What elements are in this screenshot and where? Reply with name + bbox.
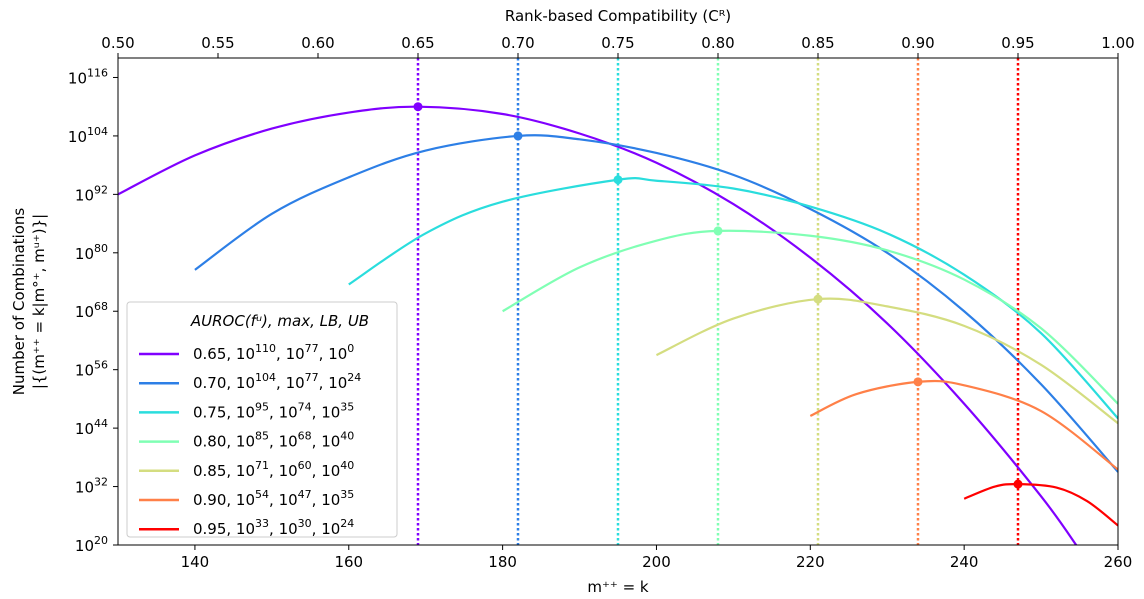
y-axis-label-line1: Number of Combinations: [10, 208, 28, 396]
top-tick-label-0.95: 0.95: [1001, 34, 1034, 52]
x-axis-label: m⁺⁺ = k: [587, 578, 649, 596]
legend: AUROC(fᵘ), max, LB, UB 0.65, 10110, 1077…: [126, 301, 398, 538]
curve-075: [348, 177, 1118, 420]
x-tick-label-240: 240: [950, 553, 979, 571]
series-curves: [118, 105, 1118, 545]
top-x-axis: 0.50 0.55 0.60 0.65 0.70 0.75 0.80 0.85 0.90 0.95…: [101, 34, 1135, 58]
y-tick-label-80: 1080: [75, 242, 108, 263]
top-tick-label-0.70: 0.70: [501, 34, 534, 52]
x-tick-label-200: 200: [642, 553, 671, 571]
curve-085: [655, 297, 1118, 425]
top-tick-label-0.75: 0.75: [601, 34, 634, 52]
x-tick-label-220: 220: [796, 553, 825, 571]
top-axis-label: Rank-based Compatibility (Cᴿ): [505, 7, 731, 25]
y-tick-label-56: 1056: [75, 359, 108, 380]
y-tick-label-44: 1044: [75, 417, 108, 438]
peak-marker-070: [513, 131, 523, 141]
curve-065: [118, 105, 1078, 545]
curve-090: [809, 379, 1118, 471]
top-tick-label-0.65: 0.65: [401, 34, 434, 52]
legend-label-065: 0.65, 10110, 1077, 100: [193, 342, 354, 363]
top-tick-label-0.80: 0.80: [701, 34, 734, 52]
x-tick-label-160: 160: [334, 553, 363, 571]
legend-label-095: 0.95, 1033, 1030, 1024: [193, 517, 354, 538]
peak-marker-075: [613, 175, 623, 185]
y-tick-label-20: 1020: [75, 534, 108, 555]
peak-marker-065: [413, 102, 423, 112]
curve-080: [502, 229, 1118, 405]
x-tick-label-180: 180: [488, 553, 517, 571]
peak-vertical-lines: [416, 58, 1020, 545]
y-tick-label-116: 10116: [68, 66, 108, 87]
top-tick-label-0.90: 0.90: [901, 34, 934, 52]
legend-label-080: 0.80, 1085, 1068, 1040: [193, 430, 354, 451]
x-tick-label-260: 260: [1104, 553, 1133, 571]
peak-marker-080: [713, 226, 723, 236]
top-tick-label-0.85: 0.85: [801, 34, 834, 52]
y-axis-label-line2: |{(m⁺⁺ = k|m°⁺, mᵘ⁺)}|: [30, 214, 48, 389]
x-tick-label-140: 140: [181, 553, 210, 571]
top-tick-label-0.50: 0.50: [101, 34, 134, 52]
peak-marker-095: [1013, 479, 1023, 489]
top-tick-label-1.00: 1.00: [1101, 34, 1134, 52]
legend-entries: 0.65, 10110, 1077, 100 0.70, 10104, 1077,…: [139, 342, 361, 538]
top-tick-label-0.60: 0.60: [301, 34, 334, 52]
top-tick-label-0.55: 0.55: [201, 34, 234, 52]
legend-title: AUROC(fᵘ), max, LB, UB: [190, 312, 369, 330]
curve-095: [963, 482, 1118, 527]
legend-label-075: 0.75, 1095, 1074, 1035: [193, 400, 354, 421]
y-tick-label-68: 1068: [75, 300, 108, 321]
peak-markers: [413, 102, 1023, 489]
legend-label-085: 0.85, 1071, 1060, 1040: [193, 459, 354, 480]
y-axis: 1020 1032 1044 1056 1068 1080 1092 10104 10116: [68, 66, 118, 555]
legend-label-090: 0.90, 1054, 1047, 1035: [193, 488, 354, 509]
peak-marker-085: [813, 294, 823, 304]
peak-marker-090: [913, 377, 923, 387]
y-tick-label-32: 1032: [75, 476, 108, 497]
legend-box: [126, 301, 398, 538]
bottom-x-axis: 140 160 180 200 220 240 260: [181, 545, 1133, 571]
y-tick-label-92: 1092: [75, 183, 108, 204]
y-tick-label-104: 10104: [68, 125, 108, 146]
legend-label-070: 0.70, 10104, 1077, 1024: [193, 371, 361, 392]
curve-070: [194, 134, 1118, 473]
